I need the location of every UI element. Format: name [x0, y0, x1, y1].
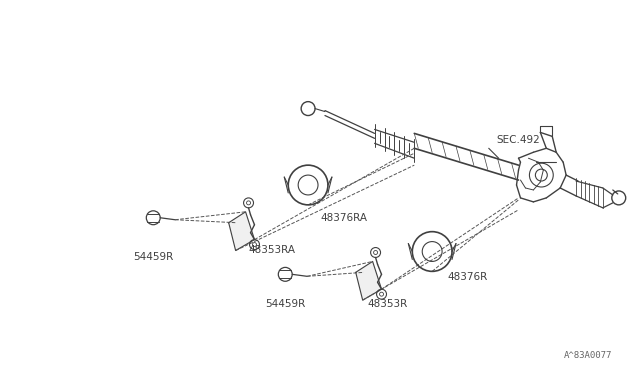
Polygon shape [228, 212, 255, 250]
Polygon shape [356, 262, 381, 300]
Text: SEC.492: SEC.492 [497, 135, 540, 145]
Text: 54459R: 54459R [265, 299, 305, 309]
Text: 48353R: 48353R [367, 299, 408, 309]
Text: 48376R: 48376R [447, 272, 487, 282]
Text: 48353RA: 48353RA [248, 244, 296, 254]
Text: 54459R: 54459R [133, 253, 173, 263]
Text: 48376RA: 48376RA [320, 213, 367, 223]
Text: A^83A0077: A^83A0077 [564, 350, 612, 359]
